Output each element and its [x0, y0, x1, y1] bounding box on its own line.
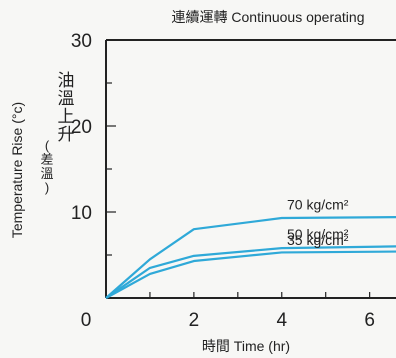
y-axis-label-zh-sub: (差溫) — [40, 138, 53, 195]
x-tick-label: 4 — [276, 310, 287, 331]
x-tick-label: 2 — [189, 310, 200, 331]
axes: 30 20 10 0 2 4 6 — [71, 31, 396, 331]
x-axis-label: 時間 Time (hr) — [202, 338, 290, 354]
y-axis-label-en: Temperature Rise (°c) — [9, 102, 25, 238]
y-tick-label: 10 — [71, 203, 92, 224]
x-tick-label: 0 — [81, 310, 92, 331]
series-line — [105, 216, 396, 299]
y-axis-label-zh-main: 油溫上升 — [58, 71, 75, 144]
y-axis-label-zh: 油溫上升 (差溫) — [40, 71, 74, 195]
y-tick-label: 20 — [71, 117, 92, 138]
chart-title: 連續運轉 Continuous operating — [172, 9, 365, 25]
series-line — [105, 245, 396, 299]
series-label: 35 kg/cm² — [287, 232, 349, 248]
x-tick-label: 6 — [364, 310, 375, 331]
y-axis-label: Temperature Rise (°c) — [9, 102, 25, 238]
series-label: 70 kg/cm² — [287, 197, 349, 213]
y-tick-label: 30 — [71, 31, 92, 52]
series-line — [105, 250, 396, 299]
series-label: 50 kg/cm² — [287, 226, 349, 242]
